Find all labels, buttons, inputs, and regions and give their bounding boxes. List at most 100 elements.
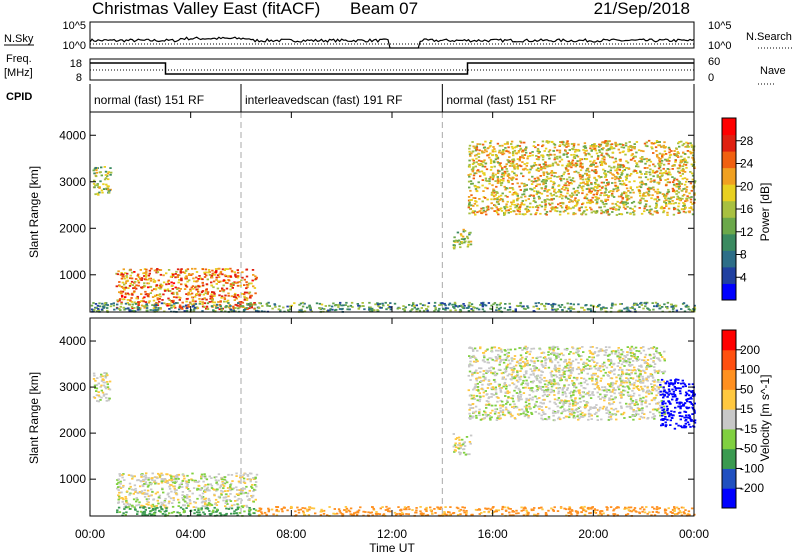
- data-cell: [538, 204, 542, 207]
- data-cell: [496, 198, 499, 201]
- data-cell: [617, 148, 620, 151]
- data-cell: [478, 400, 481, 403]
- data-cell: [189, 293, 192, 296]
- data-cell: [583, 505, 586, 508]
- data-cell: [331, 308, 334, 311]
- data-cell: [513, 367, 516, 370]
- data-cell: [357, 509, 361, 512]
- data-cell: [159, 307, 162, 309]
- data-cell: [555, 357, 558, 359]
- data-cell: [643, 207, 646, 210]
- data-cell: [126, 279, 129, 282]
- data-cell: [178, 485, 181, 488]
- data-cell: [585, 193, 589, 196]
- data-cell: [565, 395, 568, 398]
- data-cell: [578, 175, 582, 178]
- data-cell: [475, 395, 479, 397]
- data-cell: [499, 208, 502, 210]
- nave-tick-bottom: 0: [708, 72, 714, 84]
- data-cell: [333, 513, 337, 515]
- data-cell: [142, 485, 145, 488]
- data-cell: [682, 511, 686, 513]
- data-cell: [501, 513, 504, 515]
- data-cell: [229, 493, 232, 495]
- data-cell: [463, 441, 466, 444]
- data-cell: [220, 477, 223, 479]
- data-cell: [619, 378, 622, 381]
- data-cell: [100, 308, 104, 311]
- data-cell: [507, 211, 510, 214]
- data-cell: [581, 174, 584, 177]
- data-cell: [592, 407, 595, 409]
- data-cell: [656, 192, 659, 195]
- data-cell: [134, 280, 137, 283]
- data-cell: [609, 169, 612, 172]
- data-cell: [608, 213, 611, 216]
- data-cell: [576, 510, 579, 513]
- data-cell: [598, 143, 601, 146]
- data-cell: [99, 375, 102, 378]
- data-cell: [393, 302, 397, 305]
- data-cell: [582, 202, 585, 205]
- data-cell: [151, 513, 154, 516]
- data-cell: [248, 307, 251, 310]
- data-cell: [552, 374, 555, 377]
- cpid-label: CPID: [6, 91, 32, 103]
- data-cell: [568, 506, 571, 508]
- data-cell: [639, 507, 642, 510]
- data-cell: [241, 305, 245, 307]
- data-cell: [265, 513, 268, 516]
- data-cell: [415, 507, 418, 509]
- data-cell: [558, 189, 561, 191]
- data-cell: [656, 381, 659, 383]
- data-cell: [545, 385, 548, 388]
- data-cell: [592, 161, 595, 164]
- data-cell: [593, 159, 596, 162]
- data-cell: [98, 191, 101, 194]
- data-cell: [565, 146, 568, 148]
- data-cell: [453, 307, 456, 309]
- data-cell: [170, 480, 174, 483]
- data-cell: [640, 366, 643, 368]
- data-cell: [156, 303, 159, 305]
- data-cell: [572, 194, 575, 196]
- data-cell: [252, 494, 255, 497]
- data-cell: [193, 512, 196, 515]
- data-cell: [241, 276, 244, 279]
- data-cell: [367, 511, 370, 514]
- data-cell: [145, 307, 149, 309]
- data-cell: [490, 176, 494, 179]
- data-cell: [136, 510, 139, 513]
- data-cell: [200, 475, 203, 478]
- data-cell: [147, 484, 150, 487]
- data-cell: [182, 473, 185, 476]
- data-cell: [308, 305, 311, 308]
- data-cell: [531, 398, 534, 401]
- data-cell: [361, 302, 364, 304]
- data-cell: [577, 191, 580, 194]
- data-cell: [609, 171, 612, 174]
- data-cell: [560, 206, 564, 209]
- data-cell: [201, 298, 204, 301]
- data-cell: [481, 151, 484, 154]
- data-cell: [117, 481, 120, 484]
- data-cell: [635, 510, 638, 513]
- data-cell: [498, 151, 501, 154]
- data-cell: [152, 307, 156, 310]
- data-cell: [275, 506, 278, 508]
- data-cell: [673, 153, 676, 155]
- data-cell: [567, 206, 570, 209]
- data-cell: [199, 513, 202, 516]
- data-cell: [173, 302, 176, 305]
- data-cell: [525, 509, 528, 512]
- data-cell: [142, 475, 146, 478]
- data-cell: [553, 143, 557, 146]
- data-cell: [233, 271, 236, 274]
- data-cell: [653, 171, 657, 174]
- data-cell: [518, 145, 522, 147]
- noise-panel: N.Sky 10^5 10^0 10^5 10^0 N.Search: [4, 20, 792, 52]
- data-cell: [581, 166, 584, 169]
- data-cell: [567, 160, 570, 163]
- data-cell: [203, 271, 206, 274]
- data-cell: [641, 359, 644, 361]
